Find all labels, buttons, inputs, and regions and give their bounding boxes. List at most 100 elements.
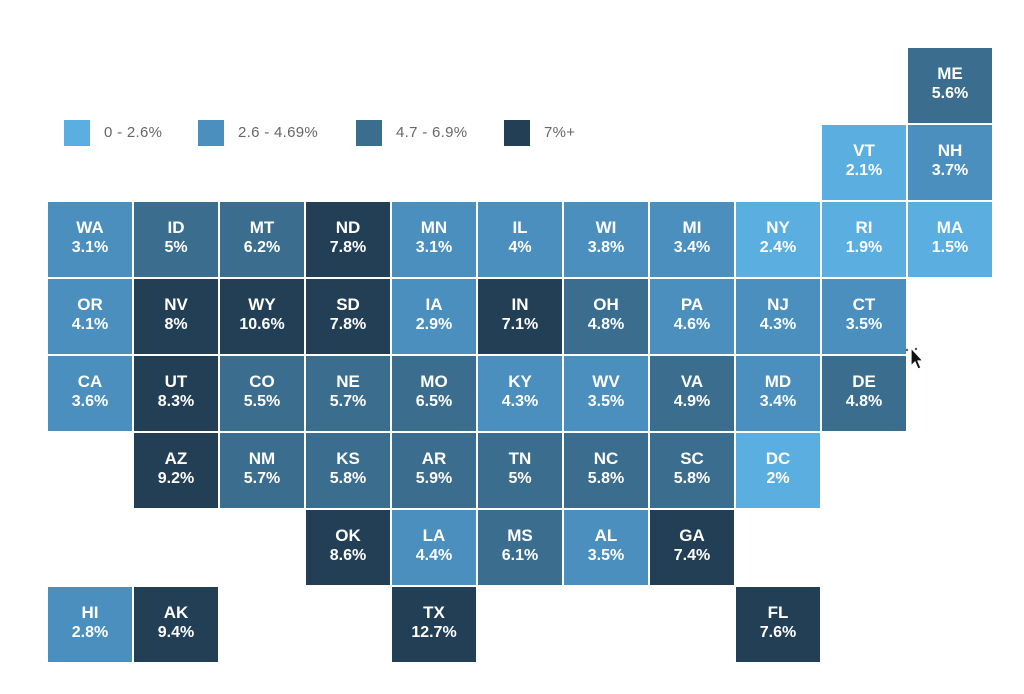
- state-abbr: WI: [595, 218, 617, 237]
- state-tile-ga[interactable]: GA 7.4%: [650, 510, 734, 585]
- state-tile-ct[interactable]: CT 3.5%: [822, 279, 906, 354]
- state-tile-co[interactable]: CO 5.5%: [220, 356, 304, 431]
- state-tile-ok[interactable]: OK 8.6%: [306, 510, 390, 585]
- state-tile-tx[interactable]: TX 12.7%: [392, 587, 476, 662]
- state-tile-ks[interactable]: KS 5.8%: [306, 433, 390, 508]
- state-tile-vt[interactable]: VT 2.1%: [822, 125, 906, 200]
- state-tile-mi[interactable]: MI 3.4%: [650, 202, 734, 277]
- state-value: 3.7%: [931, 162, 969, 179]
- state-tile-va[interactable]: VA 4.9%: [650, 356, 734, 431]
- state-tile-mt[interactable]: MT 6.2%: [220, 202, 304, 277]
- legend-label: 4.7 - 6.9%: [396, 124, 468, 141]
- state-tile-nj[interactable]: NJ 4.3%: [736, 279, 820, 354]
- state-tile-ia[interactable]: IA 2.9%: [392, 279, 476, 354]
- state-abbr: NJ: [767, 295, 789, 314]
- move-cursor-icon: [905, 346, 925, 370]
- state-tile-wy[interactable]: WY 10.6%: [220, 279, 304, 354]
- state-tile-oh[interactable]: OH 4.8%: [564, 279, 648, 354]
- state-tile-nc[interactable]: NC 5.8%: [564, 433, 648, 508]
- state-tile-sd[interactable]: SD 7.8%: [306, 279, 390, 354]
- state-tile-ms[interactable]: MS 6.1%: [478, 510, 562, 585]
- state-abbr: NM: [248, 449, 276, 468]
- state-tile-ak[interactable]: AK 9.4%: [134, 587, 218, 662]
- state-value: 5.9%: [415, 470, 453, 487]
- state-tile-wa[interactable]: WA 3.1%: [48, 202, 132, 277]
- state-value: 4.8%: [587, 316, 625, 333]
- state-abbr: NV: [164, 295, 188, 314]
- state-value: 5.8%: [587, 470, 625, 487]
- state-value: 5.5%: [243, 393, 281, 410]
- state-value: 9.4%: [157, 624, 195, 641]
- state-abbr: WV: [592, 372, 620, 391]
- state-abbr: LA: [422, 526, 446, 545]
- state-tile-nd[interactable]: ND 7.8%: [306, 202, 390, 277]
- state-tile-in[interactable]: IN 7.1%: [478, 279, 562, 354]
- state-tile-la[interactable]: LA 4.4%: [392, 510, 476, 585]
- state-abbr: VA: [680, 372, 704, 391]
- state-tile-ca[interactable]: CA 3.6%: [48, 356, 132, 431]
- state-value: 4.9%: [673, 393, 711, 410]
- state-value: 3.4%: [673, 239, 711, 256]
- state-abbr: AK: [163, 603, 189, 622]
- state-abbr: MN: [420, 218, 448, 237]
- state-value: 5%: [508, 470, 532, 487]
- state-tile-ut[interactable]: UT 8.3%: [134, 356, 218, 431]
- state-tile-mo[interactable]: MO 6.5%: [392, 356, 476, 431]
- state-value: 2.8%: [71, 624, 109, 641]
- state-tile-sc[interactable]: SC 5.8%: [650, 433, 734, 508]
- state-tile-nm[interactable]: NM 5.7%: [220, 433, 304, 508]
- state-abbr: IA: [425, 295, 443, 314]
- state-value: 2.9%: [415, 316, 453, 333]
- state-value: 2.1%: [845, 162, 883, 179]
- state-value: 6.5%: [415, 393, 453, 410]
- state-value: 10.6%: [239, 316, 285, 333]
- state-value: 3.1%: [415, 239, 453, 256]
- state-tile-mn[interactable]: MN 3.1%: [392, 202, 476, 277]
- legend-swatch: [64, 120, 90, 146]
- state-value: 3.1%: [71, 239, 109, 256]
- state-value: 4.8%: [845, 393, 883, 410]
- state-abbr: DC: [765, 449, 791, 468]
- state-tile-ky[interactable]: KY 4.3%: [478, 356, 562, 431]
- state-abbr: SC: [680, 449, 704, 468]
- state-tile-dc[interactable]: DC 2%: [736, 433, 820, 508]
- state-abbr: MS: [507, 526, 533, 545]
- state-tile-fl[interactable]: FL 7.6%: [736, 587, 820, 662]
- state-tile-de[interactable]: DE 4.8%: [822, 356, 906, 431]
- state-tile-ar[interactable]: AR 5.9%: [392, 433, 476, 508]
- state-value: 9.2%: [157, 470, 195, 487]
- state-abbr: KS: [336, 449, 360, 468]
- legend-label: 7%+: [544, 124, 576, 141]
- state-value: 8%: [164, 316, 188, 333]
- state-tile-ny[interactable]: NY 2.4%: [736, 202, 820, 277]
- state-value: 4.3%: [759, 316, 797, 333]
- state-tile-az[interactable]: AZ 9.2%: [134, 433, 218, 508]
- state-tile-md[interactable]: MD 3.4%: [736, 356, 820, 431]
- state-tile-id[interactable]: ID 5%: [134, 202, 218, 277]
- state-abbr: DE: [852, 372, 876, 391]
- legend-swatch: [504, 120, 530, 146]
- state-value: 5.8%: [329, 470, 367, 487]
- state-tile-nv[interactable]: NV 8%: [134, 279, 218, 354]
- state-value: 7.6%: [759, 624, 797, 641]
- state-tile-tn[interactable]: TN 5%: [478, 433, 562, 508]
- state-tile-il[interactable]: IL 4%: [478, 202, 562, 277]
- state-tile-ri[interactable]: RI 1.9%: [822, 202, 906, 277]
- state-tile-or[interactable]: OR 4.1%: [48, 279, 132, 354]
- state-tile-wv[interactable]: WV 3.5%: [564, 356, 648, 431]
- state-tile-ne[interactable]: NE 5.7%: [306, 356, 390, 431]
- state-tile-nh[interactable]: NH 3.7%: [908, 125, 992, 200]
- state-abbr: MD: [764, 372, 792, 391]
- state-value: 1.9%: [845, 239, 883, 256]
- state-tile-ma[interactable]: MA 1.5%: [908, 202, 992, 277]
- legend-label: 2.6 - 4.69%: [238, 124, 319, 141]
- state-tile-me[interactable]: ME 5.6%: [908, 48, 992, 123]
- state-tile-hi[interactable]: HI 2.8%: [48, 587, 132, 662]
- state-value: 1.5%: [931, 239, 969, 256]
- state-value: 7.4%: [673, 547, 711, 564]
- state-tile-al[interactable]: AL 3.5%: [564, 510, 648, 585]
- state-abbr: NH: [937, 141, 963, 160]
- state-tile-wi[interactable]: WI 3.8%: [564, 202, 648, 277]
- state-tile-pa[interactable]: PA 4.6%: [650, 279, 734, 354]
